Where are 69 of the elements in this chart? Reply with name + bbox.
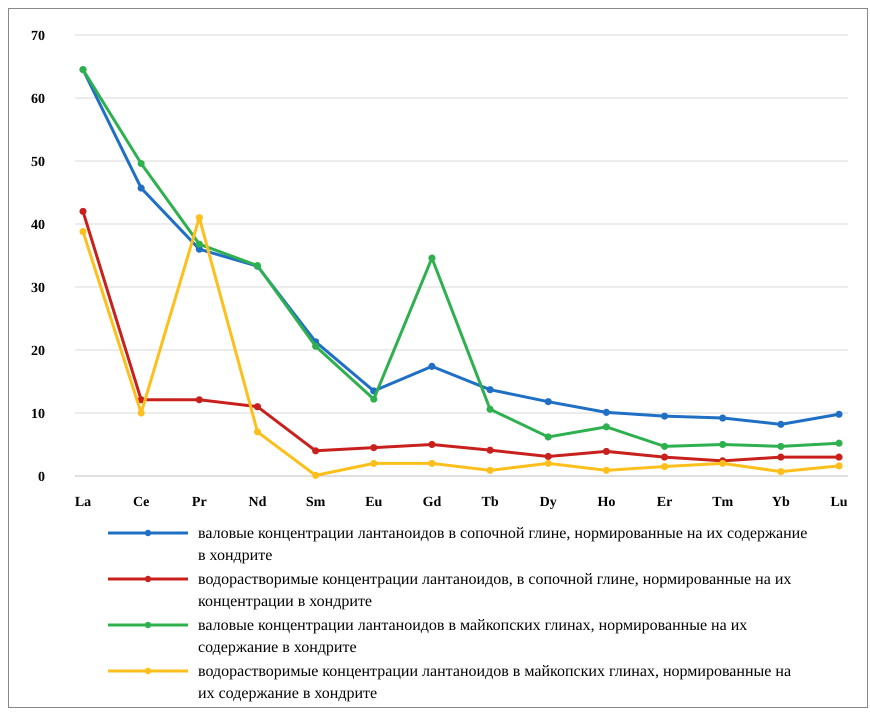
point bbox=[79, 208, 87, 215]
point bbox=[254, 428, 262, 436]
y-tick-label: 30 bbox=[31, 280, 45, 296]
point bbox=[486, 466, 494, 474]
y-tick-label: 10 bbox=[31, 406, 45, 422]
point bbox=[544, 398, 552, 406]
x-tick-label: Sm bbox=[306, 495, 326, 510]
x-tick-label: Yb bbox=[772, 495, 790, 510]
point bbox=[719, 440, 726, 448]
point bbox=[196, 214, 203, 222]
legend-label: водорастворимые концентрации лантаноидов в майкопских глинах, нормированные на их содержание в хондрите bbox=[198, 663, 792, 702]
y-tick-label: 50 bbox=[31, 154, 45, 170]
point bbox=[835, 410, 843, 418]
point bbox=[254, 403, 262, 410]
x-tick-label: Tb bbox=[482, 495, 499, 510]
point bbox=[660, 462, 668, 470]
point bbox=[196, 240, 203, 248]
point bbox=[777, 420, 784, 428]
point bbox=[835, 440, 843, 447]
point bbox=[138, 184, 145, 192]
point bbox=[79, 228, 87, 236]
x-tick-label: Gd bbox=[422, 495, 442, 510]
point bbox=[544, 460, 552, 467]
point bbox=[777, 442, 784, 450]
x-tick-label: Lu bbox=[830, 495, 848, 510]
point bbox=[486, 406, 494, 413]
point bbox=[544, 433, 552, 440]
point bbox=[138, 409, 145, 417]
point bbox=[660, 454, 668, 461]
point bbox=[370, 460, 378, 467]
x-tick-label: Tm bbox=[712, 495, 734, 510]
point bbox=[138, 160, 145, 168]
y-tick-label: 0 bbox=[38, 470, 45, 485]
point bbox=[312, 342, 320, 350]
point bbox=[719, 414, 726, 422]
x-tick-label: Ce bbox=[132, 495, 150, 510]
point bbox=[602, 466, 610, 474]
point bbox=[428, 440, 436, 448]
point bbox=[486, 446, 494, 454]
y-tick-label: 20 bbox=[31, 344, 45, 359]
point bbox=[196, 396, 203, 404]
point bbox=[428, 460, 436, 467]
y-tick-label: 60 bbox=[31, 92, 45, 107]
y-tick-label: 40 bbox=[31, 218, 45, 233]
x-tick-label: Nd bbox=[248, 495, 267, 510]
x-tick-label: La bbox=[74, 495, 92, 510]
x-tick-label: Dy bbox=[540, 495, 557, 510]
y-tick-label: 70 bbox=[31, 28, 45, 44]
point bbox=[312, 472, 320, 479]
point bbox=[544, 452, 552, 460]
point bbox=[660, 412, 668, 420]
point bbox=[719, 460, 726, 467]
x-tick-label: Er bbox=[656, 495, 672, 510]
x-tick-label: Eu bbox=[365, 495, 383, 510]
x-tick-label: Pr bbox=[192, 495, 207, 510]
point bbox=[835, 454, 843, 461]
point bbox=[428, 362, 436, 370]
point bbox=[602, 423, 610, 430]
point bbox=[602, 408, 610, 416]
point bbox=[312, 447, 320, 454]
point bbox=[660, 442, 668, 450]
point bbox=[602, 448, 610, 455]
point bbox=[370, 444, 378, 452]
point bbox=[777, 454, 784, 461]
point bbox=[777, 468, 784, 476]
point bbox=[370, 396, 378, 403]
x-tick-label: Ho bbox=[597, 495, 616, 510]
point bbox=[486, 386, 494, 394]
point bbox=[835, 462, 843, 470]
